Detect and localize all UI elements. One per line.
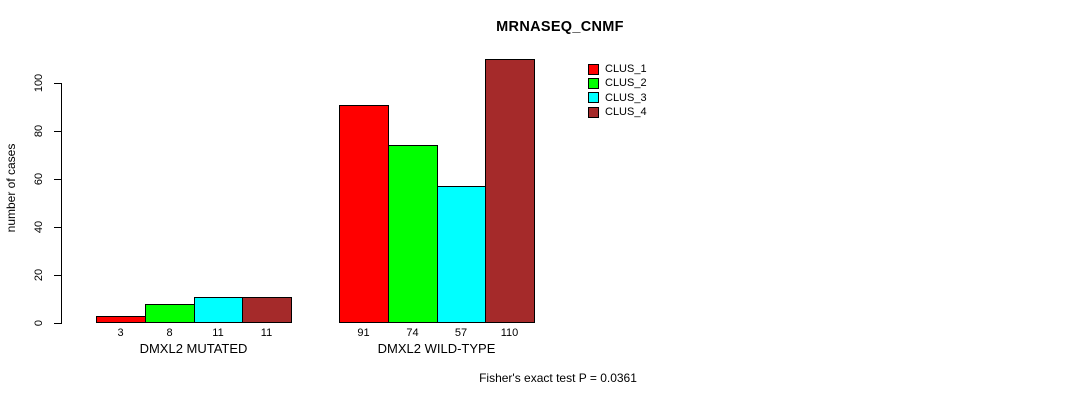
bar [485,59,535,323]
bar-value-label: 3 [117,327,124,339]
bar [96,316,146,323]
bar-value-label: 57 [454,327,468,339]
legend-item-clus-4: CLUS_4 [588,105,647,119]
y-tick-mark [54,83,62,84]
legend-label-clus-3: CLUS_3 [605,91,647,104]
y-tick-mark [54,227,62,228]
legend-swatch-clus-1 [588,63,599,75]
y-tick-label: 40 [33,220,45,234]
y-axis-label: number of cases [4,143,18,233]
y-tick-mark [54,275,62,276]
x-category-label: DMXL2 WILD-TYPE [377,341,496,356]
y-tick-label: 80 [33,124,45,138]
bar-value-label: 74 [406,327,419,339]
y-tick-label: 60 [33,172,45,186]
bar [388,145,438,323]
legend-item-clus-3: CLUS_3 [588,91,647,105]
legend: CLUS_1 CLUS_2 CLUS_3 CLUS_4 [588,62,647,119]
bar [194,297,243,323]
bar [339,105,389,323]
bar-value-label: 8 [166,327,173,339]
legend-label-clus-1: CLUS_1 [605,63,647,76]
legend-swatch-clus-2 [588,77,599,89]
legend-item-clus-2: CLUS_2 [588,76,647,90]
legend-label-clus-4: CLUS_4 [605,106,647,119]
y-tick-mark [54,179,62,180]
y-tick-label: 20 [33,268,45,282]
bar-value-label: 11 [212,327,224,339]
bar-value-label: 91 [357,327,370,339]
legend-swatch-clus-4 [588,106,599,118]
y-axis-line [61,83,62,324]
bar [242,297,292,323]
y-tick-mark [54,323,62,324]
y-tick-label: 100 [33,73,45,93]
bar [145,304,195,323]
legend-swatch-clus-3 [588,92,599,104]
x-category-label: DMXL2 MUTATED [139,341,248,356]
bar [437,186,486,323]
fisher-test-annotation: Fisher's exact test P = 0.0361 [479,371,637,385]
legend-label-clus-2: CLUS_2 [605,77,647,90]
y-tick-mark [54,131,62,132]
y-tick-label: 0 [33,319,45,327]
bar-value-label: 110 [500,327,519,339]
chart-title: MRNASEQ_CNMF [496,19,624,35]
legend-item-clus-1: CLUS_1 [588,62,647,76]
bar-value-label: 11 [260,327,273,339]
